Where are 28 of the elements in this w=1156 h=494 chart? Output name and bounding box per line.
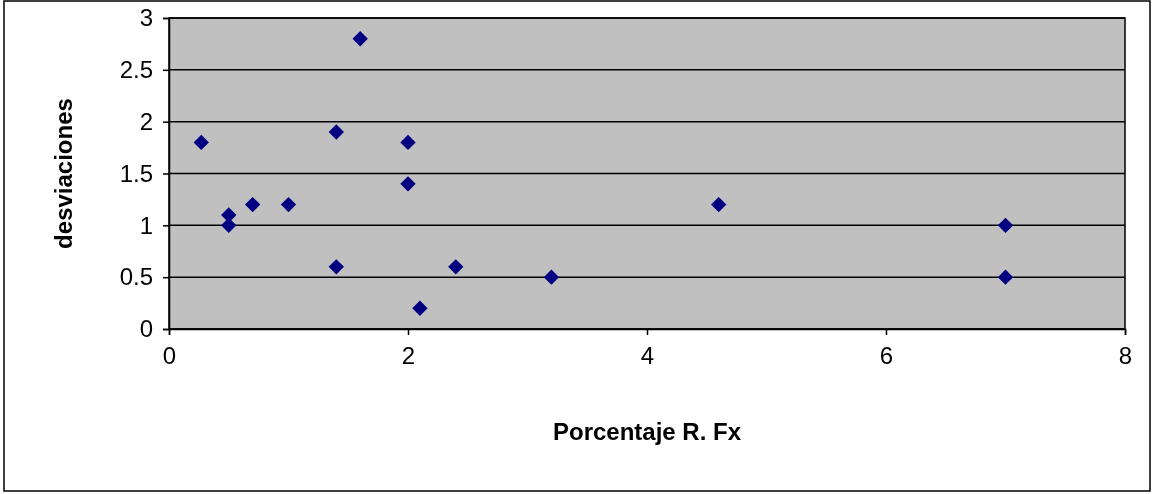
y-tick-label: 3 [139, 4, 153, 32]
x-axis-title: Porcentaje R. Fx [552, 418, 742, 445]
point [400, 176, 416, 192]
point [328, 259, 344, 275]
x-tick-label: 2 [401, 342, 416, 370]
point [352, 31, 368, 47]
y-tick-label: 2 [139, 107, 153, 135]
point [543, 269, 560, 285]
x-tick-label: 6 [879, 342, 894, 370]
point [193, 134, 209, 151]
point [711, 196, 727, 213]
y-tick-label: 1 [139, 211, 153, 239]
x-tick-label: 4 [640, 342, 655, 370]
point [997, 269, 1014, 285]
y-tick-label: 1.5 [119, 159, 153, 187]
y-axis-title: desviaciones [50, 98, 77, 249]
point [997, 217, 1014, 233]
point [400, 134, 416, 151]
y-tick-label: 0.5 [119, 263, 153, 291]
x-tick-label: 8 [1118, 342, 1133, 370]
point [328, 124, 344, 140]
y-tick-label: 0 [139, 315, 153, 343]
y-tick-label: 2.5 [119, 56, 153, 84]
point [448, 259, 464, 275]
point [244, 196, 261, 213]
point [280, 196, 297, 213]
x-tick-label: 0 [162, 342, 177, 370]
point [412, 300, 428, 316]
